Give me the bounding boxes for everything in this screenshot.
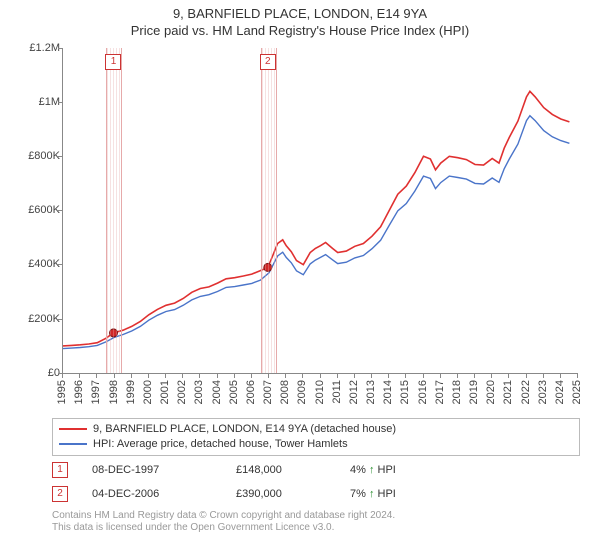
x-tick-label: 2025 bbox=[571, 380, 583, 420]
x-tick-label: 2000 bbox=[142, 380, 154, 420]
x-tick-label: 2012 bbox=[348, 380, 360, 420]
x-tick-label: 1995 bbox=[56, 380, 68, 420]
x-tick-label: 2020 bbox=[485, 380, 497, 420]
transaction-price: £148,000 bbox=[236, 464, 326, 476]
chart-subtitle: Price paid vs. HM Land Registry's House … bbox=[10, 23, 590, 40]
legend-item: HPI: Average price, detached house, Towe… bbox=[59, 437, 573, 452]
transaction-row: 2 04-DEC-2006 £390,000 7% ↑ HPI bbox=[52, 486, 580, 502]
x-tick-label: 2024 bbox=[554, 380, 566, 420]
transaction-table: 1 08-DEC-1997 £148,000 4% ↑ HPI 2 04-DEC-2006… bbox=[52, 462, 580, 502]
y-tick-label: £1.2M bbox=[20, 42, 60, 54]
x-tick-label: 2003 bbox=[193, 380, 205, 420]
x-tick-label: 2006 bbox=[245, 380, 257, 420]
transaction-date: 08-DEC-1997 bbox=[92, 464, 212, 476]
x-tick-label: 2019 bbox=[468, 380, 480, 420]
y-tick-label: £600K bbox=[20, 204, 60, 216]
legend-label: 9, BARNFIELD PLACE, LONDON, E14 9YA (det… bbox=[93, 423, 396, 435]
x-tick-label: 2017 bbox=[434, 380, 446, 420]
x-tick-label: 2008 bbox=[279, 380, 291, 420]
x-tick-label: 1998 bbox=[108, 380, 120, 420]
x-tick-label: 2010 bbox=[314, 380, 326, 420]
up-arrow-icon: ↑ bbox=[369, 488, 375, 500]
transaction-price: £390,000 bbox=[236, 488, 326, 500]
chart-container: 9, BARNFIELD PLACE, LONDON, E14 9YA Pric… bbox=[0, 0, 600, 560]
x-tick-label: 2004 bbox=[211, 380, 223, 420]
footer-line1: Contains HM Land Registry data © Crown c… bbox=[52, 510, 580, 523]
plot-region: 12 bbox=[62, 48, 578, 374]
series-line-price_paid bbox=[63, 91, 569, 346]
transaction-band bbox=[261, 48, 277, 373]
x-tick-label: 1999 bbox=[125, 380, 137, 420]
x-tick-label: 2018 bbox=[451, 380, 463, 420]
legend-swatch bbox=[59, 443, 87, 445]
x-tick-label: 1996 bbox=[73, 380, 85, 420]
chart-title: 9, BARNFIELD PLACE, LONDON, E14 9YA bbox=[10, 6, 590, 23]
transaction-hpi-delta: 7% ↑ HPI bbox=[350, 488, 430, 500]
x-tick-label: 2016 bbox=[417, 380, 429, 420]
x-tick-label: 2015 bbox=[399, 380, 411, 420]
y-tick-label: £1M bbox=[20, 96, 60, 108]
y-tick-label: £200K bbox=[20, 313, 60, 325]
x-tick-label: 2021 bbox=[502, 380, 514, 420]
up-arrow-icon: ↑ bbox=[369, 464, 375, 476]
transaction-date: 04-DEC-2006 bbox=[92, 488, 212, 500]
transaction-number: 1 bbox=[52, 462, 68, 478]
x-tick-label: 2022 bbox=[520, 380, 532, 420]
x-tick-label: 2007 bbox=[262, 380, 274, 420]
transaction-marker: 2 bbox=[260, 54, 276, 70]
x-tick-label: 2023 bbox=[537, 380, 549, 420]
legend-box: 9, BARNFIELD PLACE, LONDON, E14 9YA (det… bbox=[52, 418, 580, 456]
x-tick-label: 2001 bbox=[159, 380, 171, 420]
transaction-band bbox=[106, 48, 122, 373]
y-tick-label: £0 bbox=[20, 367, 60, 379]
legend-swatch bbox=[59, 428, 87, 430]
x-tick-label: 2013 bbox=[365, 380, 377, 420]
legend-item: 9, BARNFIELD PLACE, LONDON, E14 9YA (det… bbox=[59, 422, 573, 437]
transaction-row: 1 08-DEC-1997 £148,000 4% ↑ HPI bbox=[52, 462, 580, 478]
x-tick-label: 2011 bbox=[331, 380, 343, 420]
footer-line2: This data is licensed under the Open Gov… bbox=[52, 522, 580, 535]
footer-attribution: Contains HM Land Registry data © Crown c… bbox=[52, 510, 580, 535]
chart-lines bbox=[63, 48, 578, 373]
x-tick-label: 2005 bbox=[228, 380, 240, 420]
x-tick-label: 2009 bbox=[296, 380, 308, 420]
transaction-hpi-delta: 4% ↑ HPI bbox=[350, 464, 430, 476]
chart-area: 12 £0£200K£400K£600K£800K£1M£1.2M1995199… bbox=[20, 44, 580, 414]
x-tick-label: 1997 bbox=[90, 380, 102, 420]
transaction-marker: 1 bbox=[105, 54, 121, 70]
transaction-number: 2 bbox=[52, 486, 68, 502]
y-tick-label: £800K bbox=[20, 150, 60, 162]
x-tick-label: 2014 bbox=[382, 380, 394, 420]
series-line-hpi bbox=[63, 115, 569, 348]
legend-label: HPI: Average price, detached house, Towe… bbox=[93, 438, 348, 450]
y-tick-label: £400K bbox=[20, 258, 60, 270]
x-tick-label: 2002 bbox=[176, 380, 188, 420]
